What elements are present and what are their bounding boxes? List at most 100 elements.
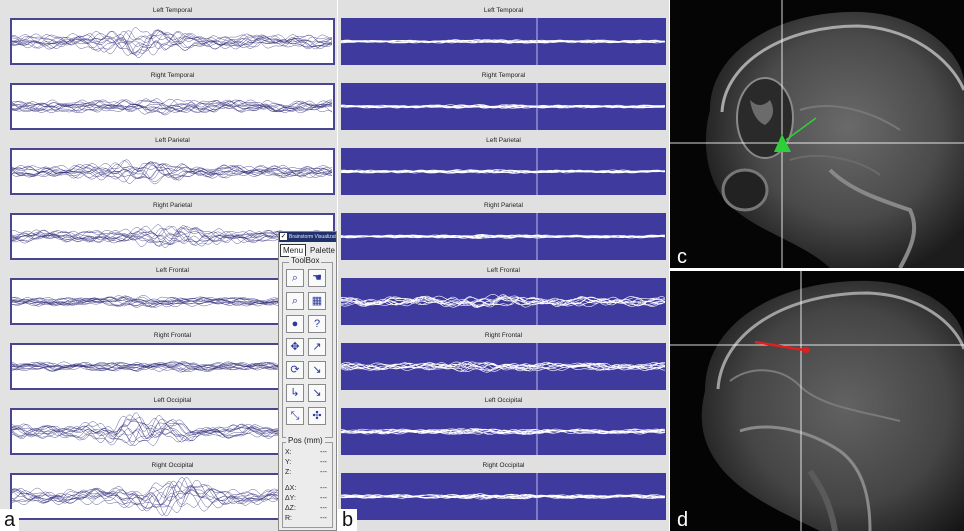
panel-d-mri: d bbox=[670, 271, 964, 531]
channel-title: Left Temporal bbox=[152, 7, 193, 14]
position-axis-label: Y: bbox=[285, 459, 292, 466]
trace-plot bbox=[341, 343, 666, 390]
trace-plot bbox=[10, 18, 335, 65]
trace-lines bbox=[341, 293, 666, 308]
trace-lines bbox=[341, 428, 666, 435]
position-value: --- bbox=[320, 449, 327, 456]
trace-svg bbox=[341, 278, 666, 325]
channel-title: Right Frontal bbox=[484, 332, 523, 339]
panel-b-eeg-traces: Left Temporal Right Temporal Left Parietal… bbox=[338, 0, 669, 531]
trace-svg bbox=[341, 408, 666, 455]
channel-title: Right Temporal bbox=[481, 72, 526, 79]
panel-c-label: c bbox=[677, 246, 687, 268]
position-axis-label: Z: bbox=[285, 469, 292, 476]
panel-a-label: a bbox=[0, 509, 20, 531]
trace-svg bbox=[12, 27, 333, 59]
trace-plot bbox=[341, 148, 666, 195]
trace-svg bbox=[12, 224, 333, 248]
position-row: ΔY: --- bbox=[285, 494, 329, 504]
loop-icon[interactable]: ⟳ bbox=[286, 361, 304, 379]
channel-title: Right Temporal bbox=[150, 72, 195, 79]
trace-svg bbox=[12, 98, 333, 116]
trace-lines bbox=[341, 39, 666, 44]
position-row: X: --- bbox=[285, 448, 329, 458]
toolbox-label: ToolBox bbox=[289, 256, 322, 265]
trace-plot bbox=[341, 278, 666, 325]
trace-lines bbox=[12, 476, 333, 517]
trace-svg bbox=[12, 360, 333, 373]
channel-title: Left Parietal bbox=[486, 137, 521, 144]
position-axis-label: X: bbox=[285, 449, 292, 456]
check-icon[interactable]: ✓ bbox=[280, 233, 287, 240]
hand-icon[interactable]: ☚ bbox=[308, 269, 326, 287]
mri-sagittal-c bbox=[670, 0, 964, 268]
trace-lines bbox=[341, 361, 666, 373]
channel-left-parietal: Left Parietal bbox=[10, 135, 335, 197]
axis-icon[interactable]: ↘ bbox=[308, 361, 326, 379]
grid-icon[interactable]: ▦ bbox=[308, 292, 326, 310]
zoom-icon[interactable]: ⌕ bbox=[286, 269, 304, 287]
toolbox-title-bar: Brainstorm Visualization - Mulab, versio… bbox=[279, 232, 336, 242]
trace-plot bbox=[341, 408, 666, 455]
position-value: --- bbox=[320, 515, 327, 522]
channel-left-parietal: Left Parietal bbox=[341, 135, 666, 197]
position-row: Y: --- bbox=[285, 458, 329, 468]
channel-title: Right Parietal bbox=[152, 202, 193, 209]
position-axis-label: ΔY: bbox=[285, 495, 296, 502]
channel-left-temporal: Left Temporal bbox=[10, 5, 335, 67]
axis-left-icon[interactable]: ↳ bbox=[286, 384, 304, 402]
position-row: Z: --- bbox=[285, 468, 329, 478]
trace-plot bbox=[341, 83, 666, 130]
trace-lines bbox=[341, 233, 666, 239]
channel-left-occipital: Left Occipital bbox=[341, 395, 666, 457]
trace-svg bbox=[12, 412, 333, 446]
trace-plot bbox=[341, 18, 666, 65]
channel-title: Right Occipital bbox=[482, 462, 525, 469]
trace-lines bbox=[12, 159, 333, 185]
panel-d-label: d bbox=[677, 509, 689, 531]
channel-right-parietal: Right Parietal bbox=[341, 200, 666, 262]
position-value: --- bbox=[320, 485, 327, 492]
trace-lines bbox=[12, 295, 333, 308]
position-axis-label: ΔX: bbox=[285, 485, 297, 492]
channel-title: Right Parietal bbox=[483, 202, 524, 209]
palette-tab[interactable]: Palette bbox=[310, 246, 335, 255]
channel-right-frontal: Right Frontal bbox=[341, 330, 666, 392]
trace-lines bbox=[12, 360, 333, 373]
trace-svg bbox=[341, 213, 666, 260]
axes-icon[interactable]: ⤡ bbox=[286, 407, 304, 425]
panel-b-label: b bbox=[338, 509, 358, 531]
channel-title: Left Parietal bbox=[155, 137, 190, 144]
measure-icon[interactable]: ? bbox=[308, 315, 326, 333]
trace-svg bbox=[341, 83, 666, 130]
trace-plot bbox=[341, 213, 666, 260]
trace-lines bbox=[341, 104, 666, 109]
position-value: --- bbox=[320, 495, 327, 502]
position-row: ΔZ: --- bbox=[285, 504, 329, 514]
axis-right-icon[interactable]: ↘ bbox=[308, 384, 326, 402]
trace-svg bbox=[341, 148, 666, 195]
distance-icon[interactable]: ↗ bbox=[308, 338, 326, 356]
trace-svg bbox=[12, 159, 333, 185]
marker-triangle bbox=[774, 134, 791, 152]
trace-svg bbox=[341, 18, 666, 65]
rotate-icon[interactable]: ✥ bbox=[286, 338, 304, 356]
trace-lines bbox=[12, 412, 333, 446]
channel-right-temporal: Right Temporal bbox=[10, 70, 335, 132]
trace-svg bbox=[341, 343, 666, 390]
channel-title: Left Frontal bbox=[487, 267, 520, 274]
panel-c-mri: c bbox=[670, 0, 964, 268]
channel-left-frontal: Left Frontal bbox=[341, 265, 666, 327]
channel-title: Left Occipital bbox=[153, 397, 192, 404]
pin-icon[interactable]: ● bbox=[286, 315, 304, 333]
position-value: --- bbox=[320, 505, 327, 512]
channel-right-occipital: Right Occipital bbox=[341, 460, 666, 522]
position-label: Pos (mm) bbox=[286, 436, 325, 445]
trace-svg bbox=[12, 476, 333, 517]
channel-title: Right Occipital bbox=[151, 462, 194, 469]
trace-svg bbox=[341, 473, 666, 520]
trace-lines bbox=[341, 169, 666, 174]
axes-alt-icon[interactable]: ✣ bbox=[308, 407, 326, 425]
zoom-select-icon[interactable]: ⌕ bbox=[286, 292, 304, 310]
position-value: --- bbox=[320, 469, 327, 476]
